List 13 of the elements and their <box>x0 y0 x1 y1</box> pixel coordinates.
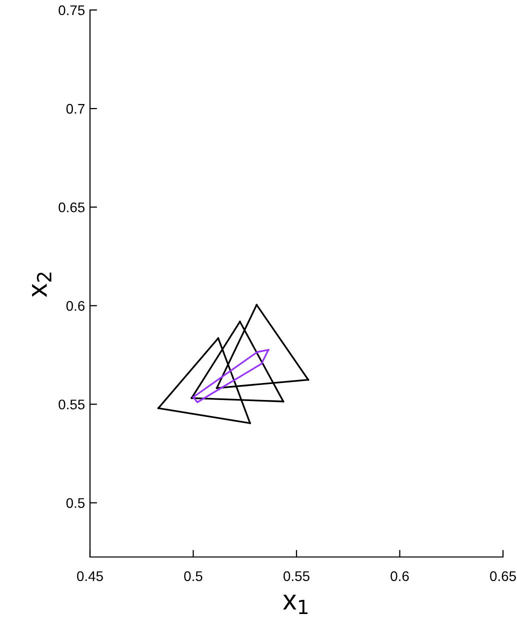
y-axis-title: x$_{2}$ <box>32 272 52 297</box>
x-tick-label: 0.45 <box>77 571 103 582</box>
y-tick-label: 0.6 <box>66 301 85 311</box>
x-tick-label: 0.5 <box>184 571 202 582</box>
x-tick-label: 0.6 <box>390 571 409 582</box>
x-tick-label: 0.55 <box>284 571 310 582</box>
y-tick-label: 0.55 <box>58 400 85 410</box>
y-tick-label: 0.65 <box>58 202 85 212</box>
x-axis-title: x$_{1}$ <box>283 594 308 614</box>
y-tick-label: 0.75 <box>58 5 85 16</box>
y-tick-label: 0.5 <box>66 498 85 508</box>
y-tick-label: 0.7 <box>66 104 84 114</box>
x-tick-label: 0.65 <box>490 571 516 582</box>
